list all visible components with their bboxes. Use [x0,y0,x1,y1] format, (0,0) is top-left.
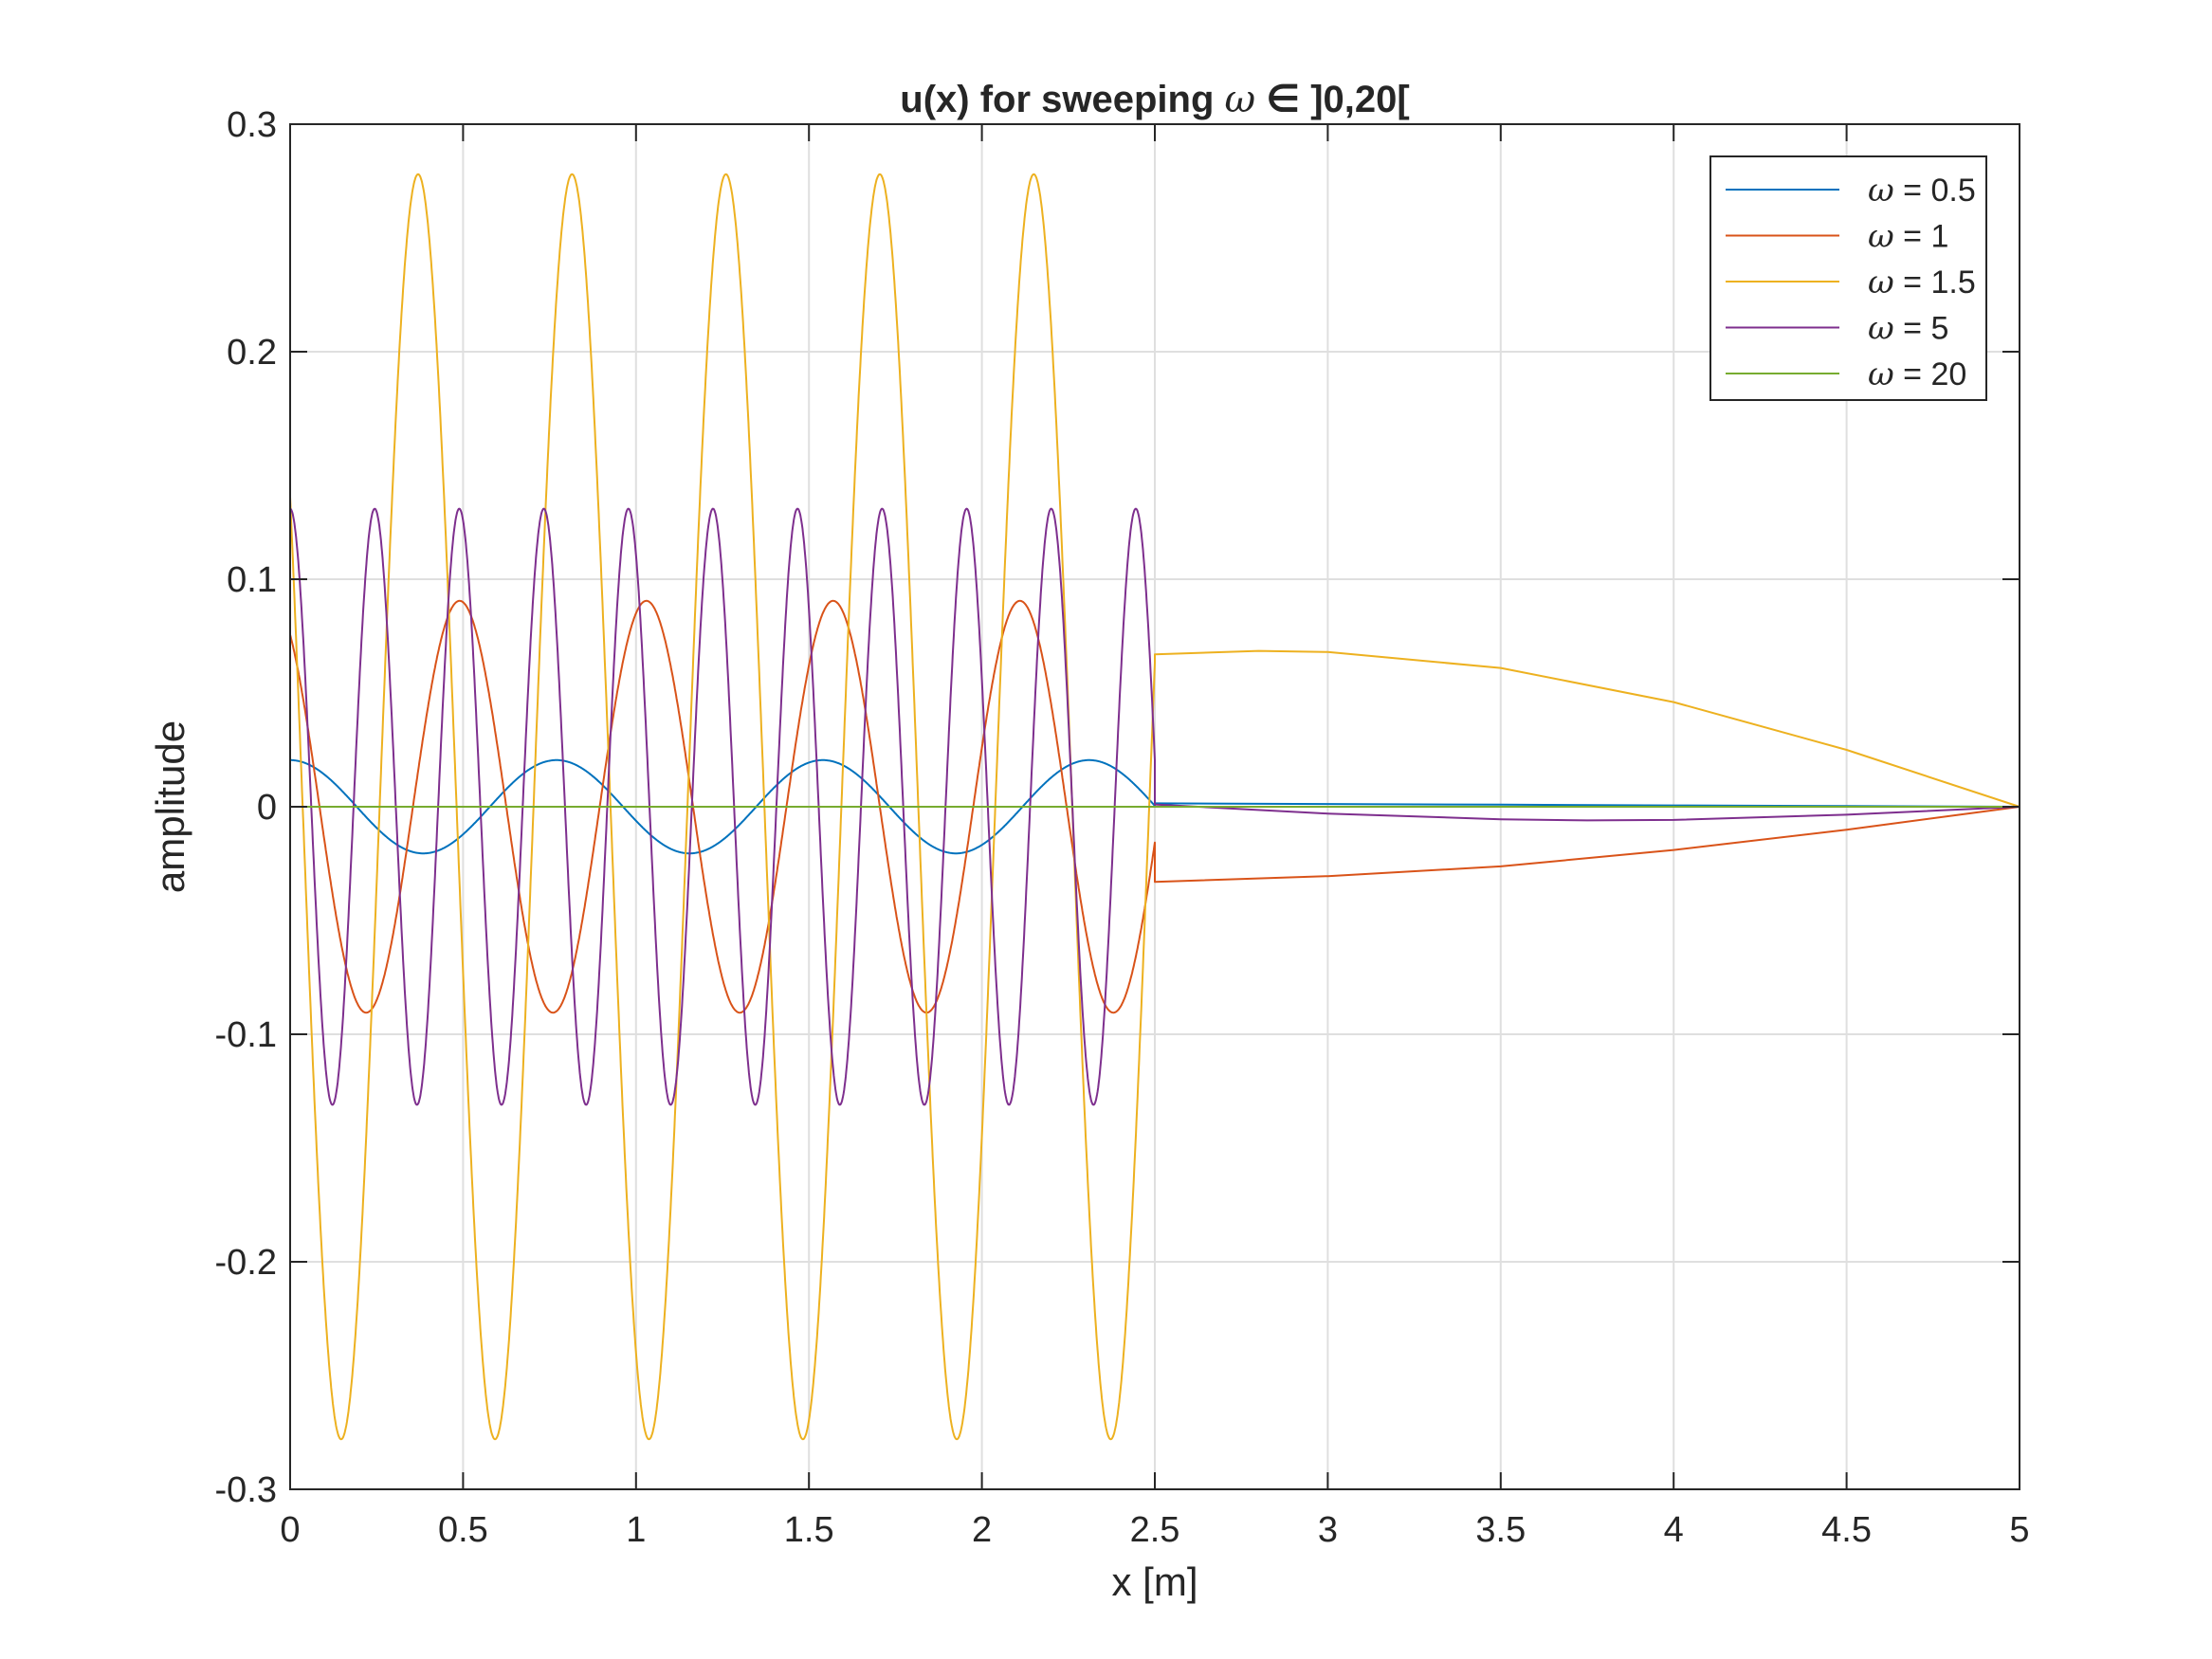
chart-title-suffix: ∈ ]0,20[ [1255,79,1410,120]
y-tick-label: 0.3 [227,105,277,145]
ticks [289,123,2020,1490]
series-line-2 [289,173,2020,1441]
legend-value: = 5 [1894,311,1949,347]
legend-symbol: ω [1868,172,1894,210]
series-layer [289,173,2020,1441]
y-tick-label: -0.3 [215,1470,277,1510]
x-tick-label: 3.5 [1475,1510,1526,1550]
legend-symbol: ω [1868,218,1894,256]
series-line-3 [289,507,2020,1106]
x-tick-label: 4 [1664,1510,1684,1550]
x-axis-label: x [m] [1112,1559,1198,1604]
x-tick-label: 1 [626,1510,646,1550]
legend-label: ω = 5 [1868,310,1948,348]
chart-title-prefix: u(x) for sweeping [900,79,1224,120]
x-tick-label: 5 [2009,1510,2029,1550]
y-tick-labels: -0.3 -0.2 -0.1 0 0.1 0.2 0.3 [215,105,277,1510]
y-tick-label: 0 [257,788,277,828]
x-tick-labels: 0 0.5 1 1.5 2 2.5 3 3.5 4 4.5 5 [280,1510,2029,1550]
y-tick-label: 0.1 [227,560,277,600]
legend: ω = 0.5ω = 1ω = 1.5ω = 5ω = 20 [1709,155,1987,401]
legend-value: = 0.5 [1894,173,1976,209]
legend-value: = 1.5 [1894,264,1976,301]
y-tick-label: -0.1 [215,1015,277,1055]
chart-title-symbol: ω [1225,78,1256,121]
legend-symbol: ω [1868,310,1894,348]
legend-entries: ω = 0.5ω = 1ω = 1.5ω = 5ω = 20 [1726,172,1976,393]
legend-value: = 20 [1894,356,1967,392]
legend-symbol: ω [1868,264,1894,301]
chart-title: u(x) for sweeping ω ∈ ]0,20[ [900,78,1409,121]
legend-label: ω = 1.5 [1868,264,1976,301]
x-tick-label: 1.5 [784,1510,834,1550]
legend-symbol: ω [1868,356,1894,393]
x-tick-label: 0.5 [438,1510,488,1550]
x-tick-label: 2 [972,1510,992,1550]
series-line-0 [289,758,2020,855]
legend-label: ω = 0.5 [1868,172,1976,210]
y-tick-label: 0.2 [227,333,277,373]
y-tick-label: -0.2 [215,1243,277,1283]
x-tick-label: 2.5 [1130,1510,1180,1550]
legend-box [1709,155,1987,401]
legend-label: ω = 1 [1868,218,1948,256]
series-line-1 [289,599,2020,1014]
legend-value: = 1 [1894,219,1949,255]
legend-label: ω = 20 [1868,356,1966,393]
x-tick-label: 4.5 [1821,1510,1872,1550]
x-tick-label: 0 [280,1510,300,1550]
y-axis-label: amplitude [148,720,192,893]
x-tick-label: 3 [1318,1510,1338,1550]
